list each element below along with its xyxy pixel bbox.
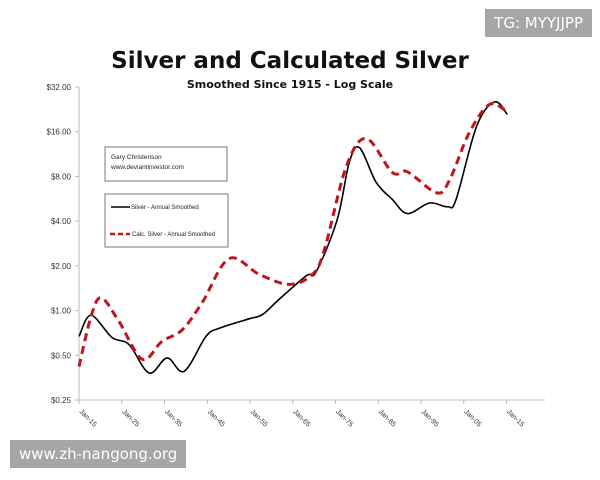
watermark-bottom: www.zh-nangong.org <box>10 440 187 468</box>
author-annotation-box: Gary Christenson www.deviantinvestor.com <box>104 146 228 182</box>
y-tick-label: $0.25 <box>51 396 72 405</box>
x-tick-label: Jan-05 <box>462 408 482 428</box>
author-name: Gary Christenson <box>111 154 162 161</box>
chart-title: Silver and Calculated Silver <box>111 48 469 74</box>
x-tick-label: Jan-75 <box>334 408 354 428</box>
y-tick-label: $8.00 <box>51 172 72 181</box>
x-tick-label: Jan-15 <box>78 408 98 428</box>
x-tick-label: Jan-15 <box>505 408 525 428</box>
legend: Silver - Annual Smoothed Calc. Silver - … <box>104 193 229 248</box>
y-tick-label: $16.00 <box>47 128 72 137</box>
x-tick-label: Jan-25 <box>120 408 140 428</box>
x-tick-label: Jan-45 <box>206 408 226 428</box>
chart-subtitle: Smoothed Since 1915 - Log Scale <box>187 78 393 91</box>
legend-label-silver: Silver - Annual Smoothed <box>131 205 199 211</box>
y-tick-label: $1.00 <box>51 307 72 316</box>
x-tick-label: Jan-85 <box>377 408 397 428</box>
x-tick-label: Jan-55 <box>249 408 269 428</box>
x-tick-label: Jan-95 <box>420 408 440 428</box>
x-tick-label: Jan-35 <box>163 408 183 428</box>
watermark-top: TG: MYYJJPP <box>485 9 592 37</box>
y-tick-label: $4.00 <box>51 217 72 226</box>
author-website: www.deviantinvestor.com <box>110 164 184 171</box>
y-tick-label: $2.00 <box>51 262 72 271</box>
calc-silver-line <box>77 102 508 367</box>
y-tick-label: $32.00 <box>47 83 72 92</box>
x-tick-label: Jan-65 <box>291 408 311 428</box>
legend-label-calc-silver: Calc. Silver - Annual Smoothed <box>132 232 215 238</box>
y-tick-label: $0.50 <box>51 351 72 360</box>
